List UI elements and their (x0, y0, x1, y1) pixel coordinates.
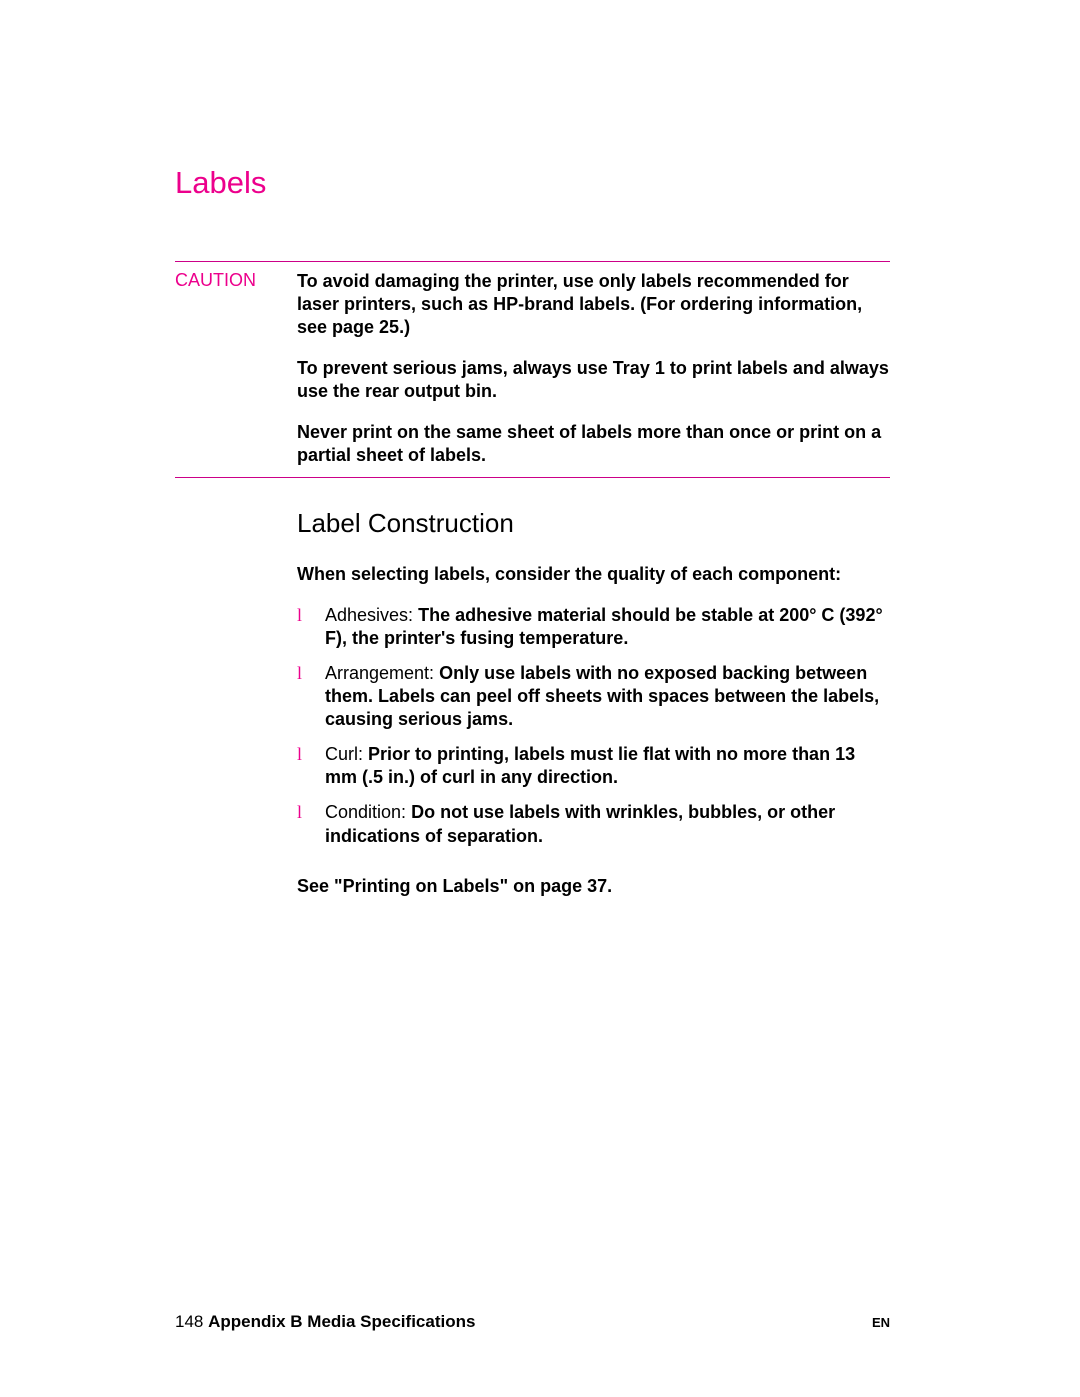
footer-left: 148 Appendix B Media Specifications (175, 1312, 475, 1332)
subsection: Label Construction When selecting labels… (297, 508, 890, 896)
page-title: Labels (175, 165, 890, 201)
bullet-icon: l (297, 801, 325, 847)
caution-paragraph: To prevent serious jams, always use Tray… (297, 357, 890, 403)
bullet-text: Condition: Do not use labels with wrinkl… (325, 801, 890, 847)
see-reference: See "Printing on Labels" on page 37. (297, 876, 890, 897)
caution-label: CAUTION (175, 270, 297, 291)
bullet-icon: l (297, 743, 325, 789)
bullet-text: Curl: Prior to printing, labels must lie… (325, 743, 890, 789)
page-number: 148 (175, 1312, 203, 1331)
bullet-list: l Adhesives: The adhesive material shoul… (297, 604, 890, 847)
list-item: l Curl: Prior to printing, labels must l… (297, 743, 890, 789)
subsection-title: Label Construction (297, 508, 890, 539)
caution-paragraph: Never print on the same sheet of labels … (297, 421, 890, 467)
bullet-icon: l (297, 662, 325, 731)
subsection-intro: When selecting labels, consider the qual… (297, 563, 890, 586)
list-item: l Adhesives: The adhesive material shoul… (297, 604, 890, 650)
bullet-icon: l (297, 604, 325, 650)
list-item: l Arrangement: Only use labels with no e… (297, 662, 890, 731)
list-item: l Condition: Do not use labels with wrin… (297, 801, 890, 847)
footer-language: EN (872, 1315, 890, 1330)
caution-block: CAUTION To avoid damaging the printer, u… (175, 261, 890, 478)
bullet-text: Arrangement: Only use labels with no exp… (325, 662, 890, 731)
page-footer: 148 Appendix B Media Specifications EN (175, 1312, 890, 1332)
caution-label-column: CAUTION (175, 262, 297, 477)
caution-body: To avoid damaging the printer, use only … (297, 262, 890, 477)
document-page: Labels CAUTION To avoid damaging the pri… (0, 0, 1080, 1397)
bullet-text: Adhesives: The adhesive material should … (325, 604, 890, 650)
footer-section: Appendix B Media Specifications (208, 1312, 475, 1331)
caution-paragraph: To avoid damaging the printer, use only … (297, 270, 890, 339)
